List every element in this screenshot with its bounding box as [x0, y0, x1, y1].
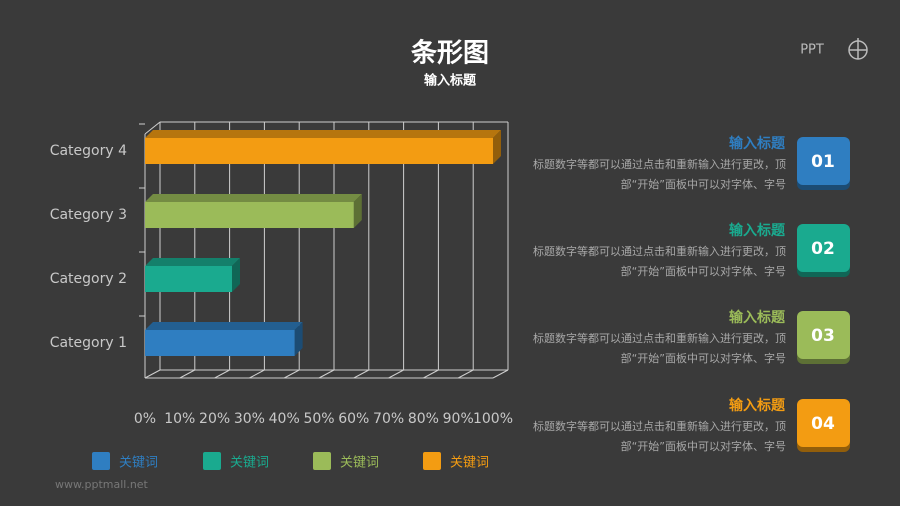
axis-frame: [144, 121, 161, 135]
x-tick-label: 60%: [338, 411, 369, 427]
bar-top: [145, 194, 362, 202]
legend-label: 关键词: [340, 456, 379, 471]
bar: [145, 202, 354, 228]
bar-side: [493, 130, 501, 164]
bar-top: [145, 130, 501, 138]
legend-label: 关键词: [230, 456, 269, 471]
grid-line: [144, 369, 161, 379]
legend-swatch: [423, 452, 441, 470]
item-title: 输入标题: [729, 135, 786, 152]
y-tick-label: Category 3: [50, 207, 127, 223]
number-box: [797, 224, 850, 272]
bar-side: [232, 258, 240, 292]
x-tick-label: 30%: [234, 411, 265, 427]
footer: www.pptmall.net: [55, 478, 149, 491]
y-tick-label: Category 1: [50, 335, 127, 351]
legend-swatch: [92, 452, 110, 470]
x-tick-label: 50%: [303, 411, 334, 427]
grid-line: [388, 369, 404, 379]
chart-title: 条形图: [411, 39, 489, 69]
y-tick-label: Category 2: [50, 271, 127, 287]
grid-line: [249, 369, 265, 379]
item-title: 输入标题: [729, 397, 786, 414]
grid-line: [492, 369, 509, 379]
legend-label: 关键词: [450, 456, 489, 471]
grid-line: [353, 369, 370, 379]
x-tick-label: 0%: [134, 411, 156, 427]
number-box: [797, 399, 850, 447]
bar: [145, 138, 493, 164]
x-tick-label: 10%: [164, 411, 195, 427]
bar: [145, 330, 295, 356]
bar: [145, 266, 232, 292]
legend-swatch: [313, 452, 331, 470]
item-text: 标题数字等都可以通过点击和重新输入进行更改，顶部“开始”面板中可以对字体、字号: [533, 332, 786, 365]
bar-top: [145, 322, 303, 330]
item-title: 输入标题: [729, 309, 786, 326]
grid-line: [283, 369, 300, 379]
y-tick-label: Category 4: [50, 143, 127, 159]
x-tick-label: 100%: [473, 411, 513, 427]
item-number: 03: [811, 326, 835, 346]
number-box: [797, 311, 850, 359]
item-number: 01: [811, 152, 835, 172]
number-box: [797, 137, 850, 185]
item-text: 标题数字等都可以通过点击和重新输入进行更改，顶部“开始”面板中可以对字体、字号: [533, 420, 786, 453]
x-tick-label: 40%: [269, 411, 300, 427]
bar-side: [294, 322, 303, 356]
item-number: 04: [811, 414, 835, 434]
item-number: 02: [811, 239, 835, 259]
x-tick-label: 90%: [443, 411, 474, 427]
logo: PPT: [800, 43, 824, 58]
grid-line: [423, 369, 439, 379]
chart-subtitle: 输入标题: [424, 73, 477, 89]
grid-line: [179, 369, 196, 379]
bar-side: [353, 194, 362, 228]
item-text: 标题数字等都可以通过点击和重新输入进行更改，顶部“开始”面板中可以对字体、字号: [533, 245, 786, 278]
x-tick-label: 70%: [373, 411, 404, 427]
item-title: 输入标题: [729, 222, 786, 239]
grid-line: [214, 369, 230, 379]
item-text: 标题数字等都可以通过点击和重新输入进行更改，顶部“开始”面板中可以对字体、字号: [533, 158, 786, 191]
grid-line: [457, 369, 474, 379]
legend-label: 关键词: [119, 456, 158, 471]
x-tick-label: 80%: [408, 411, 439, 427]
grid-line: [318, 369, 335, 379]
x-tick-label: 20%: [199, 411, 230, 427]
legend-swatch: [203, 452, 221, 470]
bar-top: [145, 258, 240, 266]
